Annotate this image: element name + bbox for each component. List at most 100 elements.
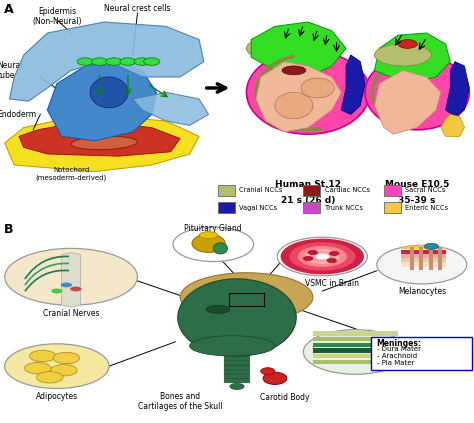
Polygon shape xyxy=(19,121,180,156)
Polygon shape xyxy=(446,62,469,117)
Polygon shape xyxy=(251,22,346,77)
Ellipse shape xyxy=(71,136,137,150)
Polygon shape xyxy=(341,55,365,114)
Circle shape xyxy=(329,251,339,255)
Bar xyxy=(218,202,235,213)
Circle shape xyxy=(77,58,93,65)
Text: Neural crest cells: Neural crest cells xyxy=(104,4,171,14)
Text: A: A xyxy=(4,3,13,16)
FancyArrowPatch shape xyxy=(25,256,68,278)
Circle shape xyxy=(51,288,63,294)
FancyBboxPatch shape xyxy=(224,378,250,383)
Circle shape xyxy=(315,253,329,260)
Circle shape xyxy=(318,255,327,258)
Bar xyxy=(438,247,442,270)
Text: Human St.12: Human St.12 xyxy=(275,180,341,190)
Text: - Dura Mater: - Dura Mater xyxy=(377,346,421,352)
FancyBboxPatch shape xyxy=(313,354,398,358)
Text: 35-39 s: 35-39 s xyxy=(399,196,436,205)
Bar xyxy=(401,258,446,263)
Bar xyxy=(419,247,423,270)
Text: VSMC in Brain: VSMC in Brain xyxy=(305,279,359,288)
FancyBboxPatch shape xyxy=(313,343,398,347)
Text: Epidermis
(Non-Neural): Epidermis (Non-Neural) xyxy=(32,7,82,26)
Text: Bones and
Cartilages of the Skull: Bones and Cartilages of the Skull xyxy=(138,392,222,411)
Circle shape xyxy=(51,365,77,376)
FancyBboxPatch shape xyxy=(313,348,398,353)
Polygon shape xyxy=(441,114,465,136)
Circle shape xyxy=(144,58,160,65)
Circle shape xyxy=(277,237,367,276)
FancyBboxPatch shape xyxy=(313,360,398,364)
Circle shape xyxy=(61,283,72,287)
Circle shape xyxy=(377,245,467,284)
Ellipse shape xyxy=(275,92,313,119)
Circle shape xyxy=(53,352,80,364)
FancyBboxPatch shape xyxy=(371,337,472,370)
Circle shape xyxy=(230,383,244,390)
Circle shape xyxy=(29,350,56,362)
Ellipse shape xyxy=(282,66,306,75)
Circle shape xyxy=(312,252,333,261)
Polygon shape xyxy=(47,62,156,141)
Polygon shape xyxy=(256,62,341,132)
Bar xyxy=(303,202,320,213)
Text: Cardiac NCCs: Cardiac NCCs xyxy=(325,187,370,193)
Text: Vagal NCCs: Vagal NCCs xyxy=(239,205,277,211)
Text: Sacral NCCs: Sacral NCCs xyxy=(405,187,446,193)
Ellipse shape xyxy=(206,305,230,313)
Circle shape xyxy=(305,249,339,264)
Bar xyxy=(401,254,446,258)
FancyBboxPatch shape xyxy=(313,331,398,336)
Circle shape xyxy=(36,372,63,383)
FancyBboxPatch shape xyxy=(224,374,250,378)
Ellipse shape xyxy=(192,234,225,253)
Circle shape xyxy=(106,58,122,65)
Text: Meninges:: Meninges: xyxy=(376,339,421,348)
Circle shape xyxy=(120,58,136,65)
Ellipse shape xyxy=(246,35,322,62)
Bar xyxy=(429,247,433,270)
Ellipse shape xyxy=(374,44,431,66)
Text: Notochord
(mesoderm-derived): Notochord (mesoderm-derived) xyxy=(36,167,107,181)
Bar xyxy=(384,202,401,213)
Circle shape xyxy=(303,256,313,261)
Circle shape xyxy=(298,246,347,267)
Ellipse shape xyxy=(180,273,313,321)
FancyBboxPatch shape xyxy=(224,365,250,369)
Ellipse shape xyxy=(365,55,469,130)
Bar xyxy=(303,185,320,196)
Circle shape xyxy=(25,363,51,374)
Polygon shape xyxy=(374,33,450,84)
FancyBboxPatch shape xyxy=(224,369,250,374)
Text: Neural
tube: Neural tube xyxy=(0,60,23,80)
Text: Cranial Nerves: Cranial Nerves xyxy=(43,309,100,318)
Text: Trunk NCCs: Trunk NCCs xyxy=(325,205,363,211)
Text: B: B xyxy=(4,223,13,236)
Circle shape xyxy=(173,227,254,261)
Ellipse shape xyxy=(213,243,228,254)
Bar xyxy=(401,250,446,255)
Circle shape xyxy=(289,242,356,271)
Polygon shape xyxy=(5,114,199,172)
Polygon shape xyxy=(62,253,81,307)
Bar xyxy=(218,185,235,196)
FancyBboxPatch shape xyxy=(313,337,398,341)
Text: Enteric NCCs: Enteric NCCs xyxy=(405,205,448,211)
Bar xyxy=(401,262,446,266)
Bar xyxy=(401,245,446,250)
Text: Melanocytes: Melanocytes xyxy=(398,287,446,296)
Circle shape xyxy=(398,40,417,48)
Circle shape xyxy=(303,330,408,374)
Text: Mouse E10.5: Mouse E10.5 xyxy=(385,180,449,190)
Text: Cranial NCCs: Cranial NCCs xyxy=(239,187,283,193)
Circle shape xyxy=(308,250,318,255)
Text: - Pia Mater: - Pia Mater xyxy=(377,360,414,366)
Bar xyxy=(384,185,401,196)
Ellipse shape xyxy=(190,336,275,356)
Circle shape xyxy=(5,344,109,388)
Circle shape xyxy=(327,258,337,263)
Text: Carotid Body: Carotid Body xyxy=(260,393,309,401)
FancyArrowPatch shape xyxy=(25,264,68,285)
Ellipse shape xyxy=(263,372,287,385)
